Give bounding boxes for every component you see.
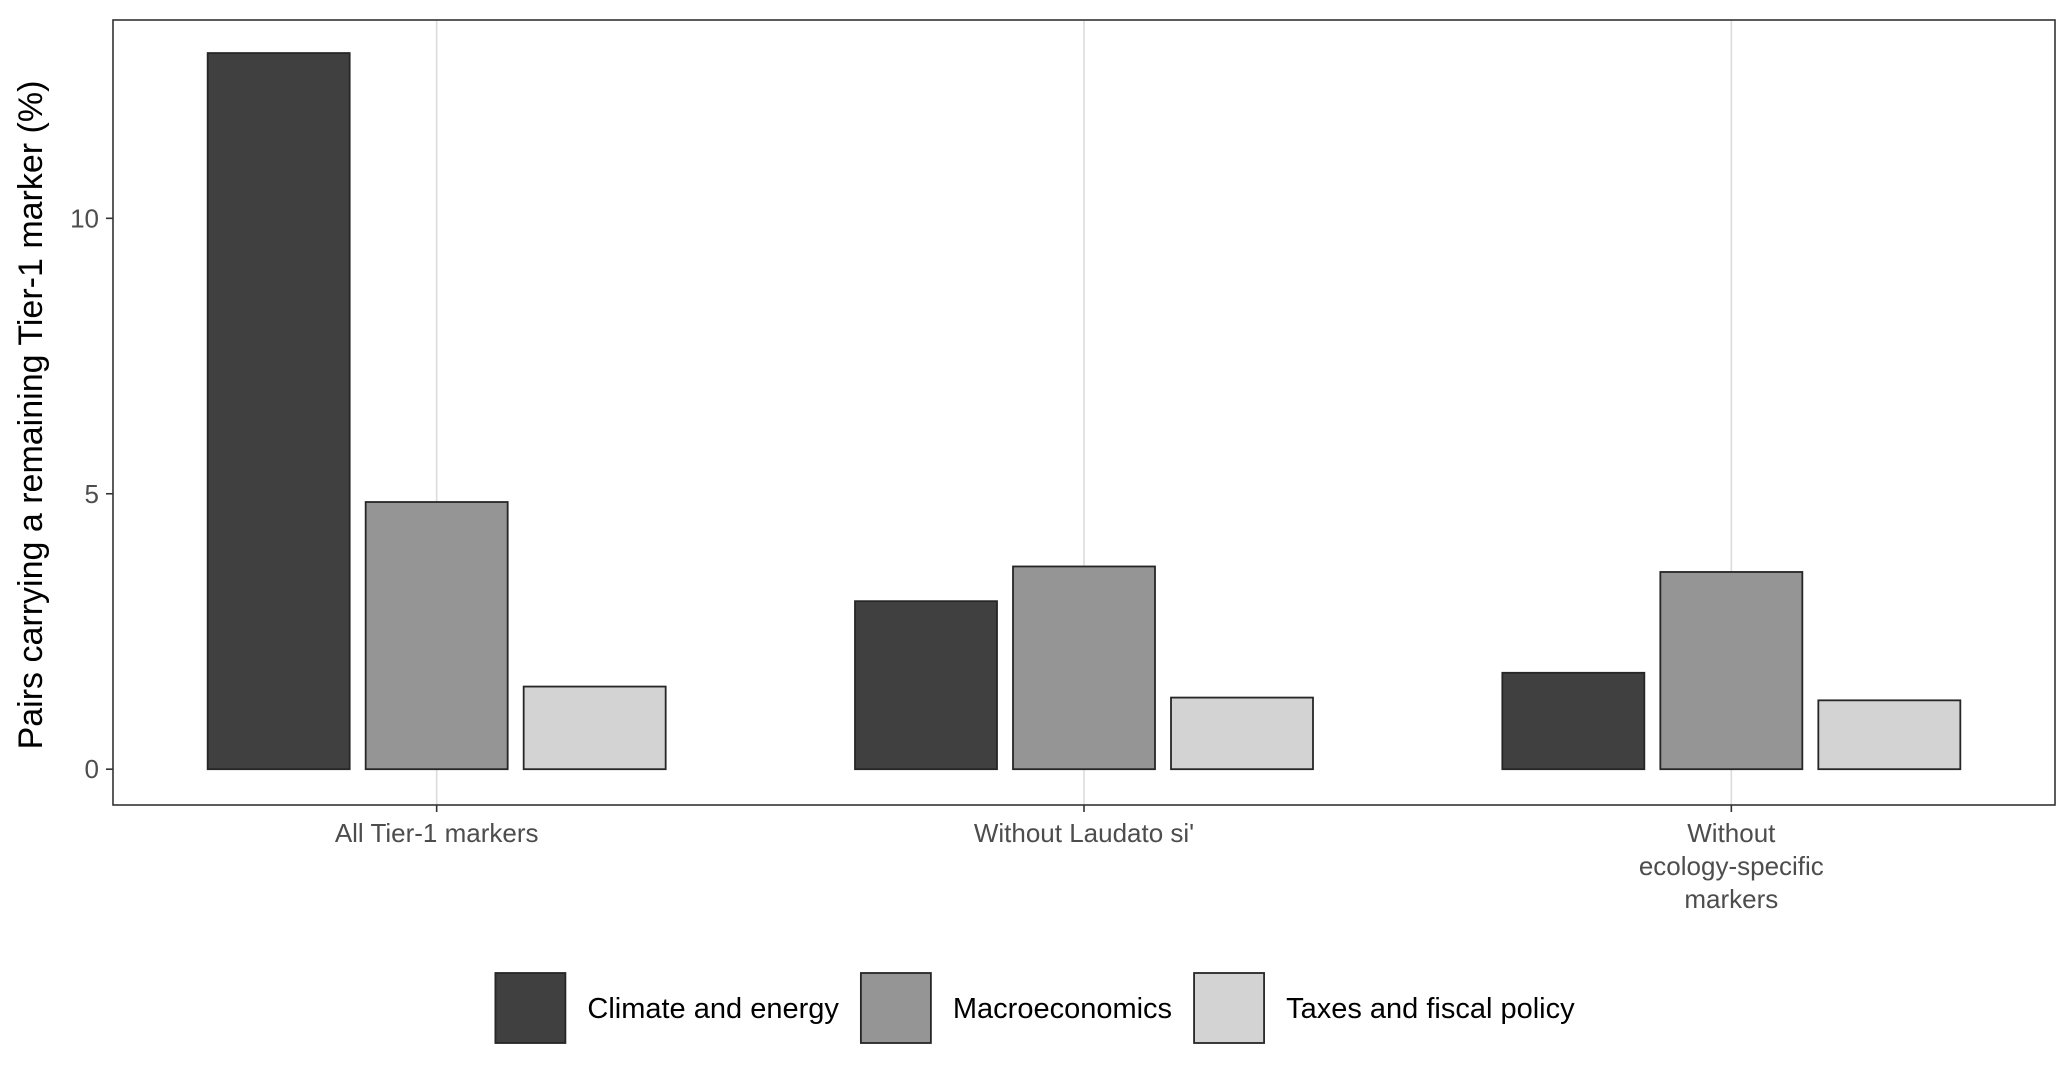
bar	[854, 600, 998, 771]
legend-key	[859, 972, 932, 1044]
y-tick-label: 0	[85, 754, 99, 784]
y-axis: 0 5 10	[70, 203, 113, 784]
legend: Climate and energy Macroeconomics Taxes an…	[494, 972, 1575, 1044]
x-axis: All Tier-1 markers Without Laudato si' Wit…	[335, 805, 1824, 914]
x-tick-label: markers	[1684, 884, 1778, 914]
bars	[206, 52, 1962, 771]
bar	[1012, 565, 1156, 771]
bar	[206, 52, 351, 771]
x-tick-label: Without Laudato si'	[974, 818, 1194, 848]
bar	[1170, 696, 1314, 771]
y-tick-label: 10	[70, 203, 99, 233]
x-tick-label: ecology-specific	[1639, 851, 1824, 881]
x-tick-label: All Tier-1 markers	[335, 818, 539, 848]
legend-key	[1193, 972, 1265, 1044]
legend-label: Taxes and fiscal policy	[1286, 993, 1575, 1025]
bar	[522, 685, 667, 771]
bar	[1817, 699, 1962, 771]
bar	[1659, 571, 1804, 771]
legend-key	[494, 972, 567, 1044]
x-tick-label: Without	[1687, 818, 1776, 848]
y-axis-title: Pairs carrying a remaining Tier-1 marker…	[12, 81, 50, 750]
legend-label: Macroeconomics	[953, 993, 1172, 1025]
bar	[1501, 671, 1646, 771]
legend-label: Climate and energy	[587, 993, 839, 1025]
y-tick-label: 5	[85, 479, 99, 509]
bar	[364, 501, 509, 771]
